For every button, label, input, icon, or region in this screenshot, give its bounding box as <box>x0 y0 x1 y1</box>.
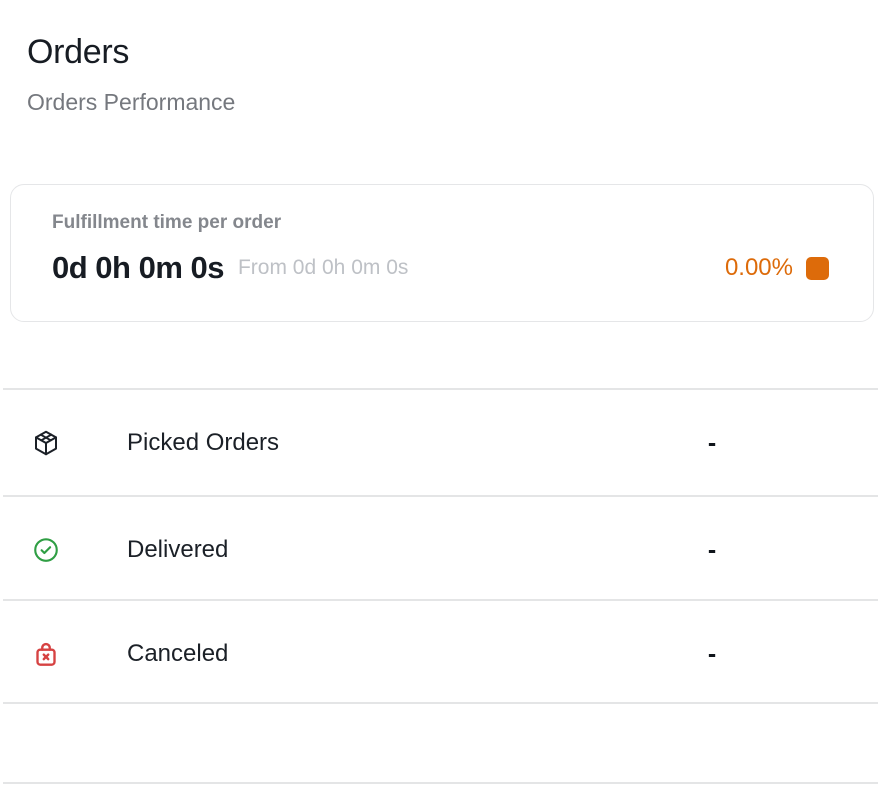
stat-value: - <box>707 428 717 457</box>
divider <box>3 702 878 704</box>
stat-value: - <box>707 535 717 564</box>
fulfillment-time-card[interactable]: Fulfillment time per order 0d 0h 0m 0s F… <box>10 184 874 322</box>
metric-change-percent: 0.00% <box>724 254 793 281</box>
stat-label: Canceled <box>127 640 229 667</box>
stat-row-picked-orders[interactable]: Picked Orders - <box>0 390 886 496</box>
legend-swatch-icon <box>806 256 829 280</box>
page-title: Orders <box>27 33 130 71</box>
stat-label: Picked Orders <box>127 429 280 456</box>
package-icon <box>31 428 61 458</box>
check-circle-icon <box>31 535 61 565</box>
canceled-bag-icon <box>31 639 61 669</box>
stat-row-canceled[interactable]: Canceled - <box>0 601 886 707</box>
stat-row-delivered[interactable]: Delivered - <box>0 497 886 603</box>
stat-label: Delivered <box>127 536 229 563</box>
page-subtitle: Orders Performance <box>27 89 236 115</box>
divider <box>3 495 878 497</box>
divider <box>3 388 878 390</box>
bottom-divider <box>3 782 878 784</box>
metric-label: Fulfillment time per order <box>52 212 282 233</box>
metric-change-group: 0.00% <box>725 254 829 282</box>
metric-value: 0d 0h 0m 0s <box>52 250 224 285</box>
stat-value: - <box>707 639 717 668</box>
metric-baseline: From 0d 0h 0m 0s <box>237 256 409 279</box>
divider <box>3 599 878 601</box>
